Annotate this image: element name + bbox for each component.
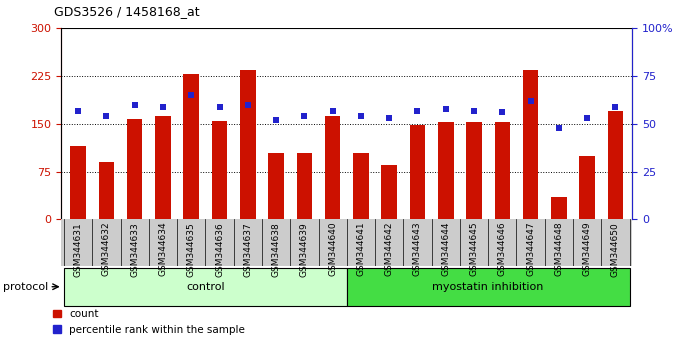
Point [242,102,253,108]
Point [356,113,367,119]
Bar [127,119,143,219]
Bar [608,111,623,219]
Bar [523,70,539,219]
Text: GSM344637: GSM344637 [243,222,252,276]
Bar [71,146,86,219]
Text: myostatin inhibition: myostatin inhibition [432,282,544,292]
Point [384,115,394,121]
Text: GSM344644: GSM344644 [441,222,450,276]
Bar [579,156,595,219]
Bar [184,74,199,219]
Point [441,106,452,112]
Bar [353,153,369,219]
Text: control: control [186,282,224,292]
Point [158,104,169,109]
Point [497,110,508,115]
Text: GSM344648: GSM344648 [554,222,563,276]
Bar [347,268,630,306]
Text: GSM344632: GSM344632 [102,222,111,276]
Point [271,117,282,123]
Text: GSM344635: GSM344635 [187,222,196,276]
Text: GSM344638: GSM344638 [271,222,281,276]
Text: GSM344634: GSM344634 [158,222,167,276]
Bar [410,125,425,219]
Bar [240,70,256,219]
Bar [494,122,510,219]
Text: GSM344633: GSM344633 [131,222,139,276]
Bar [551,197,566,219]
Text: GSM344646: GSM344646 [498,222,507,276]
Point [610,104,621,109]
Bar [466,122,482,219]
Text: GSM344643: GSM344643 [413,222,422,276]
Text: GSM344631: GSM344631 [73,222,83,276]
Text: GDS3526 / 1458168_at: GDS3526 / 1458168_at [54,5,200,18]
Point [73,108,84,113]
Text: GSM344649: GSM344649 [583,222,592,276]
Bar [325,116,341,219]
Text: GSM344642: GSM344642 [385,222,394,276]
Text: GSM344645: GSM344645 [470,222,479,276]
Point [469,108,479,113]
Point [299,113,310,119]
Bar [269,153,284,219]
Point [581,115,592,121]
Legend: count, percentile rank within the sample: count, percentile rank within the sample [53,309,245,335]
Bar [296,153,312,219]
Point [186,92,197,98]
Text: protocol: protocol [3,282,49,292]
Text: GSM344647: GSM344647 [526,222,535,276]
Point [214,104,225,109]
Text: GSM344640: GSM344640 [328,222,337,276]
Bar [99,162,114,219]
Text: GSM344636: GSM344636 [215,222,224,276]
Point [525,98,536,104]
Point [327,108,338,113]
Text: GSM344641: GSM344641 [356,222,365,276]
Bar [211,121,227,219]
Point [412,108,423,113]
Text: GSM344639: GSM344639 [300,222,309,276]
Point [101,113,112,119]
Bar [155,116,171,219]
Text: GSM344650: GSM344650 [611,222,620,276]
Point [129,102,140,108]
Bar [64,268,347,306]
Point [554,125,564,131]
Bar [381,165,397,219]
Bar [438,122,454,219]
